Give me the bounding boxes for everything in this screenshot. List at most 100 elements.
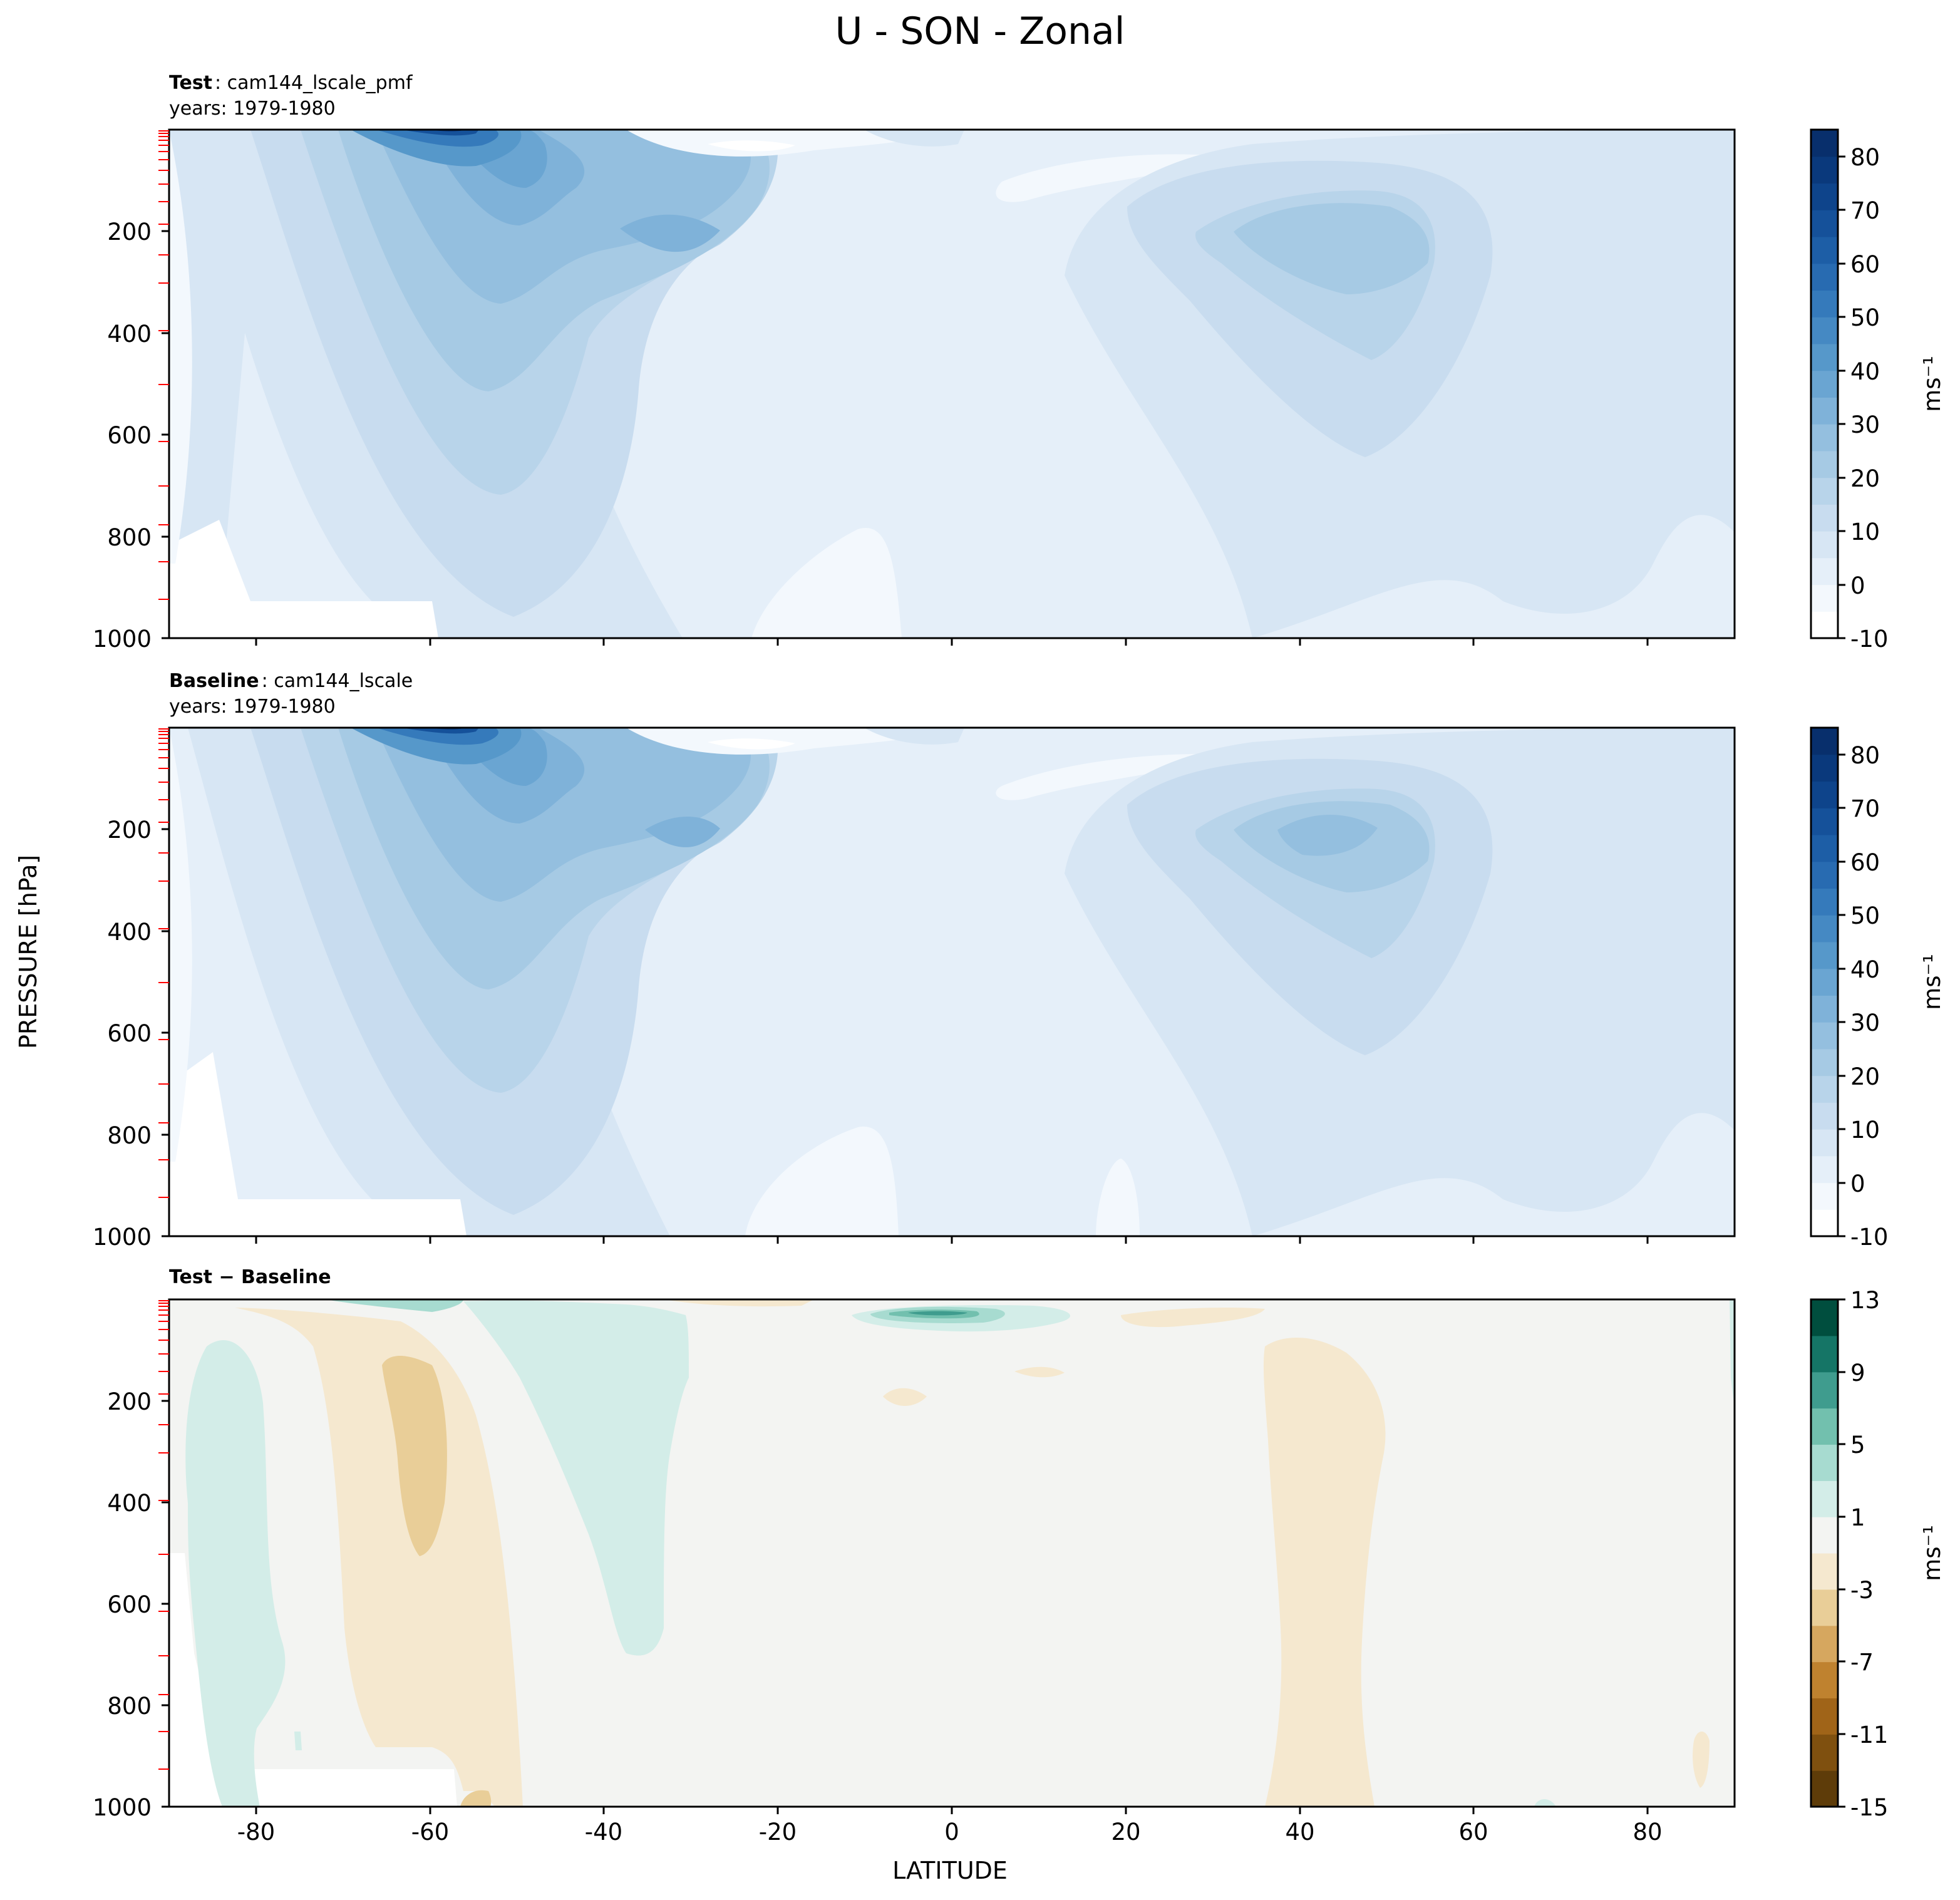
panel-test-title-bold: Test <box>169 72 212 94</box>
x-tick-label: -80 <box>237 1819 275 1846</box>
minor-level-ticks <box>158 728 169 1198</box>
y-tick-label: 800 <box>107 524 152 551</box>
x-axis-label: LATITUDE <box>892 1857 1008 1884</box>
colorbar-band <box>1811 861 1838 889</box>
field-band <box>864 728 964 745</box>
colorbar-tick-label: 80 <box>1850 742 1880 769</box>
x-tick-label: 40 <box>1285 1819 1314 1846</box>
field-band <box>664 1299 814 1307</box>
colorbar-band <box>1811 290 1838 318</box>
colorbar-tick-label: 30 <box>1850 1009 1880 1036</box>
colorbar-tick: 60 <box>1838 849 1880 876</box>
colorbar-tick: 40 <box>1838 956 1880 983</box>
y-tick-label: 200 <box>107 219 152 245</box>
y-tick: 400 <box>107 321 169 348</box>
field-band <box>1121 1308 1265 1328</box>
colorbar-band <box>1811 834 1838 862</box>
colorbar-band <box>1811 156 1838 184</box>
colorbar-tick: 70 <box>1838 197 1880 224</box>
colorbar-band <box>1811 130 1838 157</box>
colorbar-tick-label: 9 <box>1850 1360 1865 1386</box>
y-tick: 200 <box>107 1388 169 1415</box>
panel-baseline-title-bold: Baseline <box>169 670 259 692</box>
contour-field <box>169 728 1735 1236</box>
panel-difference: Test − Baseline <box>93 1266 1946 1846</box>
colorbar-band <box>1811 915 1838 942</box>
colorbar-band <box>1811 1155 1838 1184</box>
field-band <box>620 214 720 252</box>
field-band <box>908 1311 967 1316</box>
x-axis: -80 -60 -40 -20 0 20 40 60 80 <box>237 1807 1663 1846</box>
figure-title: U - SON - Zonal <box>835 9 1125 53</box>
y-tick: 400 <box>107 919 169 946</box>
field-band <box>169 1052 467 1236</box>
field-band <box>745 1127 899 1236</box>
colorbar-tick-label: 0 <box>1850 572 1865 599</box>
colorbar-band <box>1811 1129 1838 1157</box>
colorbar-band <box>1811 1075 1838 1103</box>
colorbar-band <box>1811 504 1838 532</box>
colorbar-band <box>1811 370 1838 398</box>
y-tick-label: 1000 <box>93 1794 152 1821</box>
field-band <box>382 1356 447 1556</box>
panel-baseline: Baseline: cam144_lscale years: 1979-1980 <box>93 670 1946 1251</box>
colorbar-band <box>1811 1335 1838 1373</box>
colorbar-tick-label: -15 <box>1850 1794 1888 1821</box>
field-band <box>463 1300 689 1656</box>
colorbar-band <box>1811 1048 1838 1076</box>
y-tick-label: 400 <box>107 321 152 348</box>
panel-test-title-rest: : cam144_lscale_pmf <box>215 72 413 94</box>
colorbar-tick: -3 <box>1838 1577 1874 1604</box>
field-band <box>645 817 720 847</box>
field-band <box>1277 814 1378 856</box>
field-band <box>864 130 964 147</box>
colorbar-band <box>1811 210 1838 237</box>
colorbar-ticks: -15 -11 -7 -3 1 5 9 13 <box>1838 1287 1888 1821</box>
field-band <box>883 1388 927 1406</box>
y-tick-label: 600 <box>107 1020 152 1047</box>
x-tick: -60 <box>411 1807 449 1846</box>
colorbar-tick: 50 <box>1838 304 1880 331</box>
panel-baseline-subtitle: years: 1979-1980 <box>169 696 336 718</box>
colorbar-tick: -10 <box>1838 626 1888 653</box>
colorbar-ticks: -10 0 10 20 30 40 50 60 70 80 <box>1838 742 1888 1251</box>
colorbar-tick-label: -10 <box>1850 1224 1888 1251</box>
x-tick-label: 80 <box>1632 1819 1662 1846</box>
colorbar-frame <box>1810 128 1839 639</box>
y-tick: 600 <box>107 1020 169 1047</box>
colorbar-band <box>1811 1444 1838 1481</box>
field-band <box>708 140 795 152</box>
field-band <box>235 1308 523 1807</box>
colorbar-tick-label: 80 <box>1850 144 1880 171</box>
field-band <box>169 1553 457 1807</box>
colorbar-tick: 30 <box>1838 1009 1880 1036</box>
y-tick: 400 <box>107 1490 169 1517</box>
colorbar-band <box>1811 1625 1838 1663</box>
contour-field <box>169 130 1735 638</box>
colorbar-band <box>1811 236 1838 264</box>
colorbar-band <box>1811 557 1838 586</box>
y-tick-label: 800 <box>107 1693 152 1720</box>
field-band <box>169 520 438 638</box>
colorbar-band <box>1811 888 1838 916</box>
colorbar-band <box>1811 1408 1838 1445</box>
x-tick-label: 20 <box>1111 1819 1140 1846</box>
colorbar-frame <box>1810 726 1839 1237</box>
colorbar-tick-label: 0 <box>1850 1170 1865 1197</box>
colorbar-tick-label: 40 <box>1850 358 1880 385</box>
y-tick: 800 <box>107 524 169 551</box>
colorbar-ticks: -10 0 10 20 30 40 50 60 70 80 <box>1838 144 1888 653</box>
colorbar-frame <box>1810 1298 1839 1808</box>
colorbar-band <box>1811 1589 1838 1626</box>
field-band <box>1096 1159 1140 1236</box>
x-axis-ticks <box>255 638 1649 646</box>
y-tick-label: 800 <box>107 1122 152 1149</box>
colorbar-tick: 30 <box>1838 411 1880 438</box>
y-tick-label: 600 <box>107 422 152 449</box>
field-band <box>626 130 952 157</box>
x-tick-label: -40 <box>585 1819 622 1846</box>
colorbar-band <box>1811 1698 1838 1735</box>
colorbar-tick: 10 <box>1838 519 1880 545</box>
colorbar-tick-label: 13 <box>1850 1287 1880 1314</box>
colorbar-tick-label: 40 <box>1850 956 1880 983</box>
